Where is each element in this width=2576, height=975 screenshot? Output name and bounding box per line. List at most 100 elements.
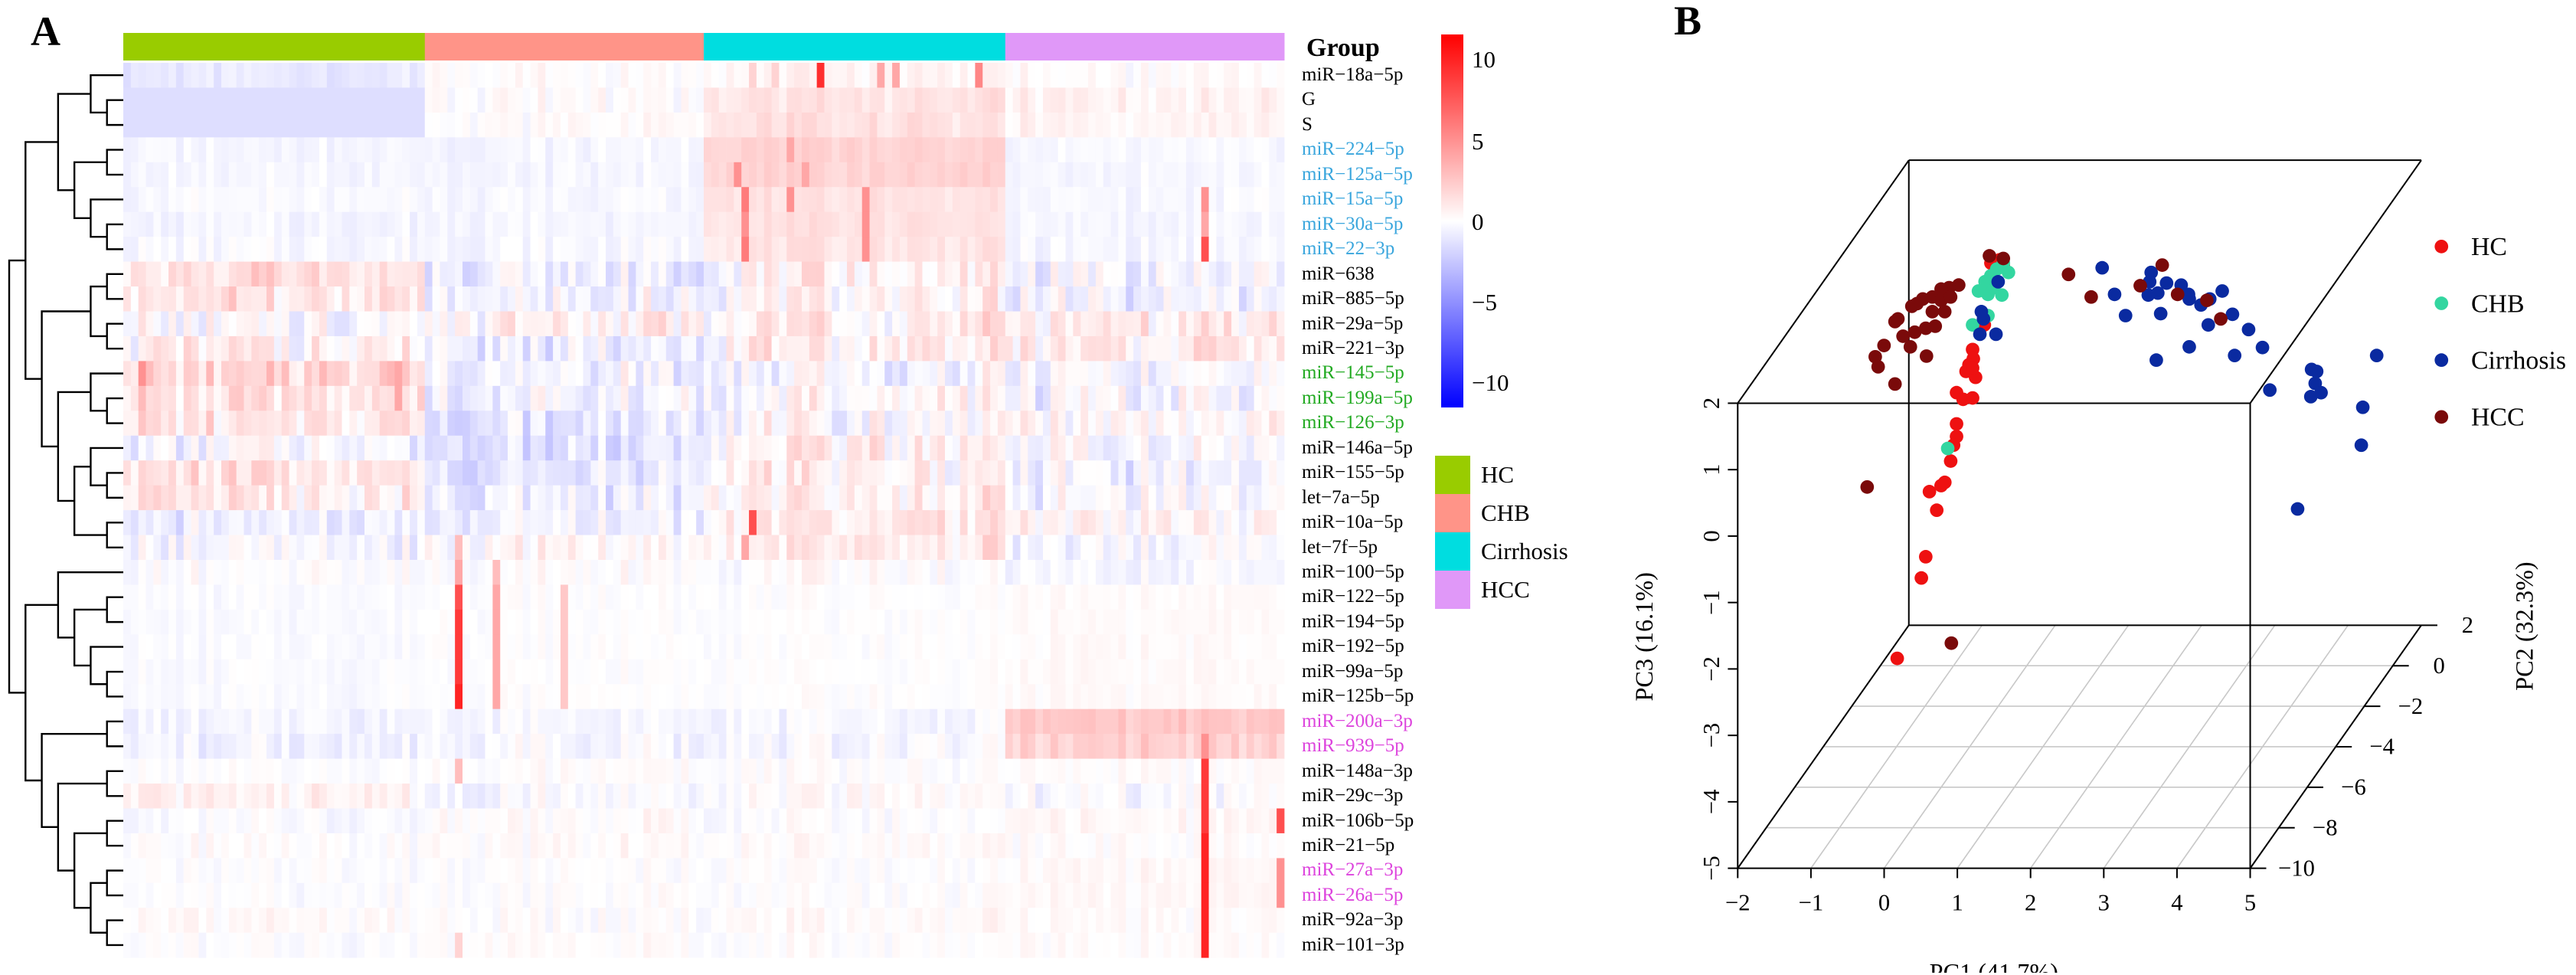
heatmap-cell	[854, 311, 863, 337]
heatmap-cell	[462, 112, 471, 138]
heatmap-cell	[1186, 560, 1195, 585]
heatmap-cell	[1028, 162, 1036, 188]
heatmap-cell	[206, 261, 214, 287]
heatmap-cell	[138, 659, 146, 685]
heatmap-cell	[975, 63, 983, 88]
heatmap-cell	[508, 460, 516, 486]
heatmap-cell	[402, 758, 410, 784]
heatmap-cell	[183, 460, 191, 486]
heatmap-cell	[1163, 385, 1172, 411]
heatmap-cell	[1133, 435, 1142, 461]
heatmap-cell	[1020, 684, 1028, 710]
heatmap-cell	[763, 485, 772, 511]
heatmap-cell	[914, 535, 923, 561]
heatmap-cell	[1178, 311, 1187, 337]
heatmap-cell	[266, 833, 275, 859]
heatmap-cell	[847, 261, 855, 287]
heatmap-cell	[1028, 634, 1036, 660]
heatmap-cell	[1277, 758, 1285, 784]
heatmap-cell	[1133, 211, 1142, 237]
heatmap-cell	[583, 87, 591, 113]
heatmap-cell	[869, 708, 878, 735]
heatmap-cell	[711, 758, 720, 784]
heatmap-cell	[1148, 708, 1157, 735]
heatmap-cell	[326, 684, 335, 710]
heatmap-cell	[749, 435, 757, 461]
heatmap-cell	[273, 261, 283, 287]
heatmap-cell	[1277, 261, 1285, 287]
heatmap-cell	[183, 112, 191, 138]
heatmap-cell	[1156, 460, 1164, 486]
heatmap-cell	[214, 237, 222, 262]
heatmap-cell	[606, 335, 614, 362]
heatmap-cell	[522, 211, 531, 237]
heatmap-cell	[1269, 112, 1277, 138]
heatmap-cell	[1269, 211, 1277, 237]
heatmap-cell	[892, 286, 901, 312]
heatmap-cell	[387, 684, 395, 710]
heatmap-cell	[410, 286, 418, 312]
heatmap-cell	[877, 784, 885, 809]
heatmap-cell	[1171, 535, 1179, 561]
heatmap-cell	[914, 162, 923, 188]
heatmap-cell	[410, 187, 418, 213]
heatmap-cell	[704, 584, 712, 610]
heatmap-cell	[447, 361, 456, 387]
heatmap-cell	[153, 510, 162, 535]
heatmap-cell	[1163, 211, 1172, 237]
heatmap-cell	[914, 609, 923, 635]
heatmap-cell	[711, 237, 720, 262]
heatmap-cell	[643, 112, 652, 138]
heatmap-cell	[575, 237, 584, 262]
heatmap-cell	[922, 411, 930, 437]
heatmap-cell	[794, 361, 803, 387]
heatmap-cell	[1148, 385, 1157, 411]
heatmap-cell	[394, 609, 403, 635]
heatmap-cell	[877, 510, 885, 535]
heatmap-cell	[937, 485, 946, 511]
heatmap-cell	[1118, 833, 1126, 859]
heatmap-cell	[296, 162, 305, 188]
heatmap-cell	[387, 584, 395, 610]
heatmap-cell	[259, 609, 267, 635]
heatmap-cell	[500, 485, 508, 511]
heatmap-cell	[975, 237, 983, 262]
heatmap-cell	[485, 485, 493, 511]
heatmap-cell	[658, 734, 667, 759]
heatmap-cell	[952, 609, 961, 635]
heatmap-cell	[477, 335, 485, 362]
heatmap-cell	[168, 162, 177, 188]
heatmap-cell	[424, 784, 433, 809]
heatmap-cell	[658, 361, 667, 387]
heatmap-cell	[590, 510, 599, 535]
heatmap-cell	[417, 460, 426, 486]
heatmap-cell	[959, 535, 968, 561]
heatmap-cell	[1035, 311, 1044, 337]
heatmap-cell	[643, 708, 652, 735]
heatmap-cell	[1140, 411, 1149, 437]
heatmap-cell	[590, 609, 599, 635]
heatmap-cell	[1118, 261, 1126, 287]
heatmap-cell	[145, 708, 154, 735]
heatmap-cell	[877, 112, 885, 138]
heatmap-cell	[1042, 560, 1051, 585]
heatmap-cell	[786, 758, 795, 784]
heatmap-cell	[251, 758, 260, 784]
heatmap-cell	[387, 112, 395, 138]
heatmap-cell	[749, 411, 757, 437]
heatmap-cell	[658, 137, 667, 163]
heatmap-cell	[1065, 833, 1074, 859]
heatmap-cell	[922, 162, 930, 188]
heatmap-cell	[153, 858, 162, 884]
heatmap-cell	[930, 335, 938, 362]
heatmap-cell	[658, 584, 667, 610]
heatmap-cell	[145, 261, 154, 287]
heatmap-cell	[553, 112, 561, 138]
heatmap-cell	[877, 584, 885, 610]
heatmap-cell	[749, 162, 757, 188]
heatmap-cell	[583, 361, 591, 387]
heatmap-cell	[206, 609, 214, 635]
heatmap-cell	[794, 510, 803, 535]
heatmap-cell	[801, 335, 810, 362]
heatmap-cell	[515, 634, 524, 660]
